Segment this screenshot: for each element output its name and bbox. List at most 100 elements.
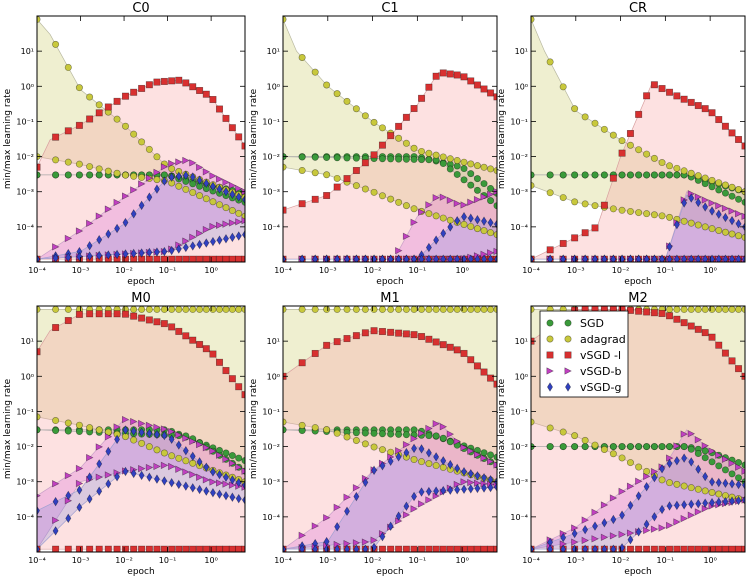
data-point [298,421,306,429]
data-point [189,483,196,493]
data-point [104,103,112,111]
data-point [735,135,743,143]
data-point [175,454,183,462]
data-point [175,465,183,473]
x-tick-label: 10⁻¹ [657,556,675,565]
data-point [161,476,168,486]
data-point [311,68,319,76]
data-point [105,250,112,260]
data-point [298,531,307,540]
data-point [601,544,608,552]
plot-area [283,306,497,552]
y-tick-label: 10⁰ [21,372,34,381]
data-point [591,508,599,517]
data-point [189,437,197,446]
data-point [209,487,216,498]
y-tick-label: 10⁻² [262,153,280,162]
data-point [467,306,475,313]
data-point [352,105,360,113]
data-point [160,320,168,328]
data-point [546,246,554,254]
data-point [681,453,688,463]
y-tick-label: 10⁰ [515,372,528,381]
data-point [361,185,369,193]
data-point [571,105,579,113]
data-point [334,521,341,532]
data-point [735,185,743,193]
data-point [209,467,216,477]
data-point [440,455,447,466]
data-point [229,475,236,485]
data-point [86,240,93,251]
data-point [410,218,418,227]
data-point [666,213,674,221]
data-point [487,190,495,198]
y-tick-label: 10⁻² [510,443,528,452]
data-point [153,423,161,431]
data-point [695,464,702,475]
data-point [395,511,402,521]
data-point [610,254,617,262]
data-point [86,219,94,228]
data-point [202,90,210,98]
data-point [378,328,386,336]
data-point [721,455,730,463]
data-point [228,452,236,460]
data-point [37,544,40,552]
series-vsgd-l [37,310,245,552]
data-point [153,318,161,326]
data-point [37,348,41,356]
data-point [702,254,709,262]
data-point [311,424,319,432]
data-point [182,481,189,491]
data-point [581,171,589,179]
data-point [182,306,190,313]
data-point [130,248,137,259]
y-tick-label: 10⁻⁴ [510,513,528,522]
y-tick-label: 10⁻¹ [262,407,280,416]
data-point [701,442,710,450]
data-point [175,431,183,439]
data-point [460,73,468,81]
data-point [581,200,589,208]
data-point [370,151,378,159]
x-tick-label: 10⁻³ [319,266,337,275]
data-point [418,254,425,262]
data-point [189,83,197,91]
data-point [673,442,681,450]
data-point [581,536,590,545]
data-point [52,306,60,313]
data-point [64,419,72,427]
data-point [680,217,688,225]
data-point [473,195,482,204]
data-point [432,338,440,346]
data-point [114,434,121,445]
data-point [467,484,474,494]
panel-title: M1 [380,291,400,306]
data-point [114,472,121,482]
x-axis-label: epoch [624,567,651,577]
data-point [402,232,411,241]
data-point [228,459,237,467]
data-point [95,310,103,318]
data-point [52,427,60,435]
data-point [378,446,386,454]
data-point [86,310,94,318]
data-point [209,350,217,358]
data-point [715,497,722,507]
x-tick-label: 10⁻³ [72,556,90,565]
data-point [453,170,461,178]
data-point [708,225,716,233]
data-point [433,254,440,262]
data-point [203,486,210,496]
data-point [626,207,634,215]
data-point [695,498,702,509]
data-point [175,479,182,490]
y-tick-label: 10⁰ [267,82,280,91]
y-tick-label: 10⁰ [267,372,280,381]
data-point [571,171,579,179]
panel-m1: M1 10⁻⁴ 10⁻³ 10⁻² 10⁻¹ 10⁰ 10⁻⁴ 10⁻³ 10⁻² 10⁻¹ 10⁰… [249,291,498,577]
data-point [298,306,306,313]
data-point [311,349,319,357]
data-point [735,195,743,203]
